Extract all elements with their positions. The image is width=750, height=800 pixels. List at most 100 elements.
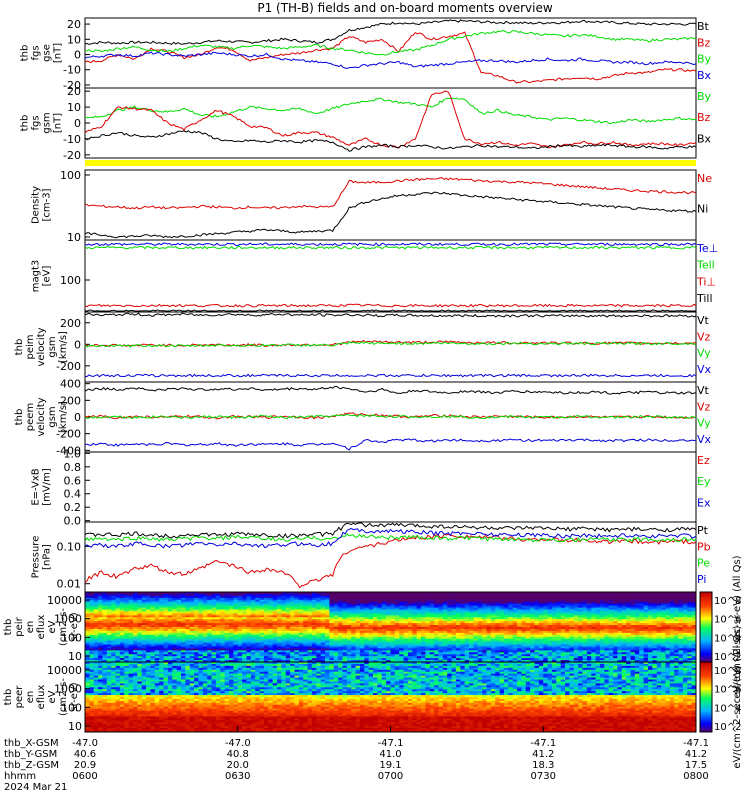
heatmap-cell bbox=[630, 656, 636, 659]
heatmap-cell bbox=[599, 652, 605, 655]
y-axis-label-line: velocity bbox=[36, 397, 47, 436]
heatmap-cell bbox=[154, 597, 160, 601]
heatmap-cell bbox=[325, 627, 330, 630]
heatmap-cell bbox=[102, 638, 108, 642]
heatmap-cell bbox=[656, 660, 662, 663]
heatmap-cell bbox=[181, 611, 186, 614]
heatmap-cell bbox=[499, 593, 505, 597]
heatmap-cell bbox=[551, 658, 557, 661]
heatmap-cell bbox=[434, 593, 439, 597]
heatmap-cell bbox=[643, 627, 649, 630]
heatmap-cell bbox=[346, 617, 352, 620]
heatmap-cell bbox=[364, 640, 370, 643]
heatmap-cell bbox=[359, 638, 365, 642]
y-axis-label-line: gsm bbox=[42, 112, 53, 133]
heatmap-cell bbox=[119, 599, 125, 603]
heatmap-cell bbox=[259, 652, 265, 655]
heatmap-cell bbox=[176, 593, 182, 597]
heatmap-cell bbox=[320, 603, 326, 607]
heatmap-cell bbox=[181, 592, 186, 595]
heatmap-cell bbox=[250, 644, 256, 647]
heatmap-cell bbox=[172, 605, 178, 608]
heatmap-cell bbox=[364, 646, 370, 649]
heatmap-cell bbox=[599, 623, 605, 626]
heatmap-cell bbox=[390, 607, 396, 610]
heatmap-cell bbox=[303, 617, 308, 620]
heatmap-cell bbox=[185, 630, 191, 634]
heatmap-cell bbox=[565, 623, 570, 626]
heatmap-cell bbox=[586, 650, 592, 653]
heatmap-cell bbox=[198, 609, 204, 612]
heatmap-cell bbox=[89, 615, 95, 618]
heatmap-cell bbox=[473, 660, 479, 663]
heatmap-cell bbox=[582, 595, 588, 599]
heatmap-cell bbox=[237, 642, 243, 645]
heatmap-cell bbox=[429, 630, 435, 634]
heatmap-cell bbox=[355, 609, 361, 612]
heatmap-cell bbox=[634, 642, 640, 645]
heatmap-cell bbox=[263, 632, 269, 636]
heatmap-cell bbox=[159, 605, 164, 608]
heatmap-cell bbox=[547, 601, 553, 605]
heatmap-cell bbox=[613, 625, 618, 628]
heatmap-cell bbox=[403, 636, 409, 640]
heatmap-cell bbox=[656, 628, 662, 632]
heatmap-cell bbox=[634, 617, 640, 620]
heatmap-cell bbox=[416, 627, 422, 630]
heatmap-cell bbox=[154, 595, 160, 599]
heatmap-cell bbox=[181, 613, 186, 616]
heatmap-cell bbox=[451, 599, 457, 603]
heatmap-cell bbox=[447, 592, 452, 595]
heatmap-cell bbox=[377, 625, 383, 628]
heatmap-cell bbox=[250, 599, 256, 603]
heatmap-cell bbox=[499, 619, 505, 622]
heatmap-cell bbox=[150, 613, 156, 616]
heatmap-cell bbox=[469, 627, 474, 630]
heatmap-cell bbox=[626, 656, 631, 659]
heatmap-cell bbox=[586, 599, 592, 603]
series-line-Bt bbox=[84, 19, 697, 45]
heatmap-cell bbox=[508, 628, 514, 632]
heatmap-cell bbox=[412, 636, 418, 640]
heatmap-cell bbox=[298, 611, 304, 614]
heatmap-cell bbox=[93, 593, 99, 597]
heatmap-cell bbox=[359, 623, 365, 626]
heatmap-cell bbox=[381, 646, 387, 649]
heatmap-cell bbox=[364, 638, 370, 642]
heatmap-cell bbox=[455, 630, 461, 634]
heatmap-cell bbox=[403, 613, 409, 616]
heatmap-cell bbox=[346, 627, 352, 630]
heatmap-cell bbox=[124, 597, 130, 601]
heatmap-cell bbox=[141, 658, 147, 661]
heatmap-cell bbox=[285, 593, 291, 597]
heatmap-cell bbox=[89, 652, 95, 655]
heatmap-cell bbox=[421, 613, 426, 616]
heatmap-cell bbox=[434, 650, 439, 653]
heatmap-cell bbox=[617, 595, 623, 599]
heatmap-cell bbox=[647, 609, 653, 612]
heatmap-cell bbox=[373, 607, 378, 610]
y-tick-label: 200 bbox=[60, 317, 81, 330]
heatmap-cell bbox=[547, 648, 553, 651]
heatmap-cell bbox=[473, 642, 479, 645]
heatmap-cell bbox=[630, 621, 636, 624]
heatmap-cell bbox=[565, 607, 570, 610]
heatmap-cell bbox=[198, 656, 204, 659]
heatmap-cell bbox=[486, 599, 492, 603]
heatmap-cell bbox=[342, 619, 348, 622]
heatmap-cell bbox=[429, 642, 435, 645]
heatmap-cell bbox=[294, 621, 300, 624]
heatmap-cell bbox=[578, 621, 583, 624]
heatmap-cell bbox=[534, 648, 540, 651]
heatmap-cell bbox=[364, 609, 370, 612]
heatmap-cell bbox=[124, 605, 130, 608]
heatmap-cell bbox=[591, 646, 597, 649]
heatmap-cell bbox=[421, 607, 426, 610]
heatmap-cell bbox=[220, 593, 226, 597]
heatmap-cell bbox=[530, 646, 535, 649]
heatmap-cell bbox=[316, 601, 322, 605]
heatmap-cell bbox=[547, 630, 553, 634]
heatmap-cell bbox=[119, 632, 125, 636]
series-line-By bbox=[85, 30, 697, 56]
heatmap-cell bbox=[325, 652, 330, 655]
